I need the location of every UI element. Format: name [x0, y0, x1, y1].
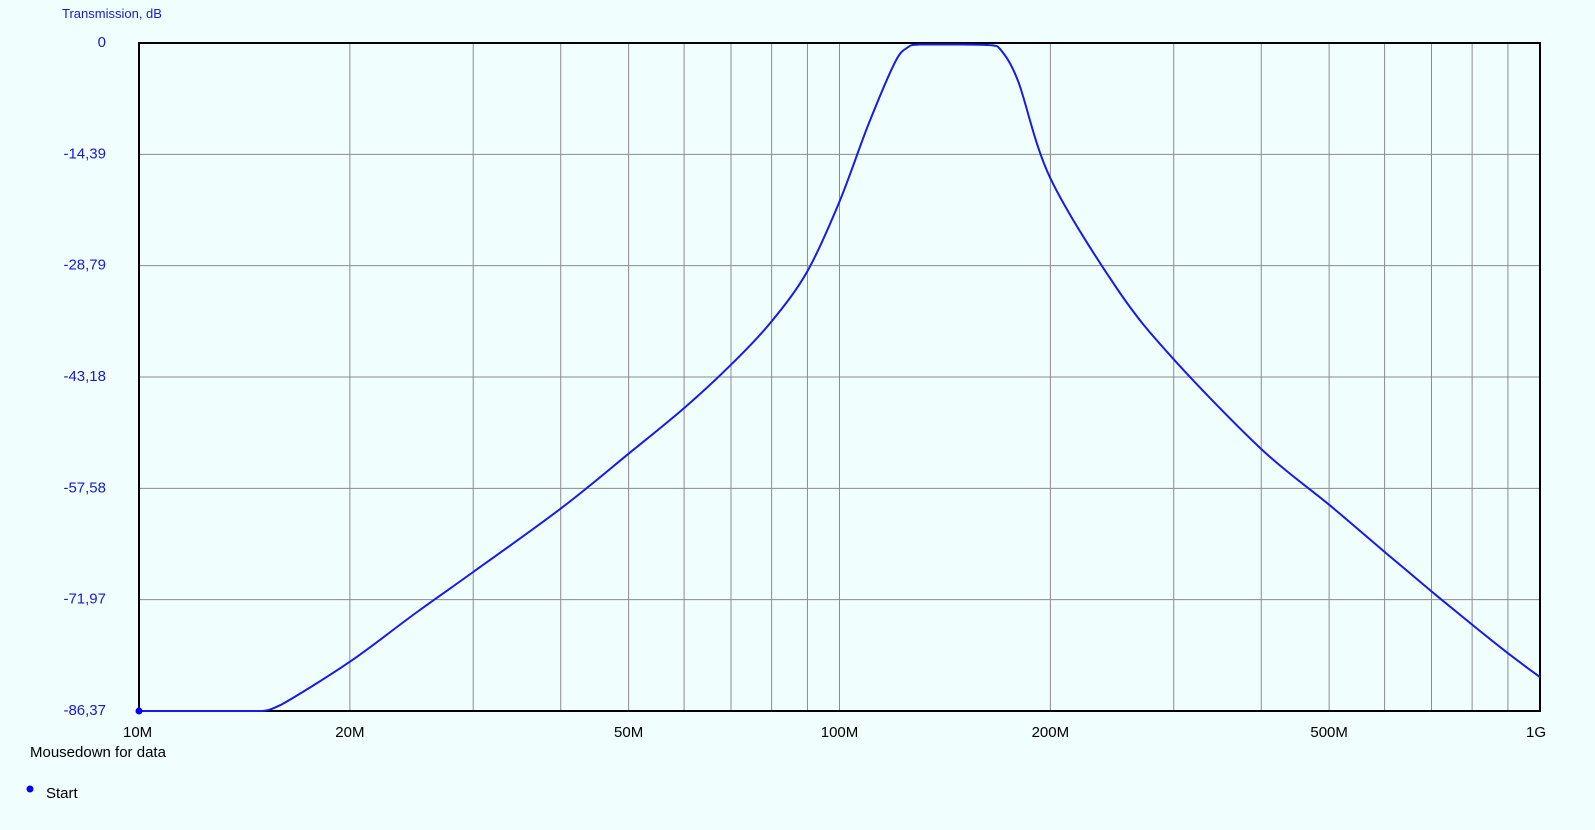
- y-tick-label: -57,58: [63, 479, 106, 496]
- mousedown-hint: Mousedown for data: [30, 744, 167, 761]
- y-tick-label: -86,37: [63, 702, 106, 719]
- x-tick-labels: 10M 20M 50M 100M 200M 500M 1G: [123, 724, 1546, 741]
- x-tick-label: 50M: [614, 724, 643, 741]
- x-tick-label: 1G: [1526, 724, 1546, 741]
- x-tick-label: 500M: [1310, 724, 1348, 741]
- start-legend-dot[interactable]: [26, 785, 34, 793]
- grid: [139, 43, 1540, 711]
- y-tick-label: -43,18: [63, 368, 106, 385]
- start-marker: [135, 707, 143, 715]
- y-tick-label: -14,39: [63, 145, 106, 162]
- y-axis-label: Transmission, dB: [62, 6, 162, 21]
- x-tick-label: 20M: [335, 724, 364, 741]
- plot-frame: [138, 42, 1541, 712]
- x-tick-label: 100M: [821, 724, 859, 741]
- y-tick-labels: 0 -14,39 -28,79 -43,18 -57,58 -71,97 -86,37: [63, 34, 106, 719]
- start-legend-label[interactable]: Start: [46, 785, 79, 802]
- x-tick-label: 10M: [123, 724, 152, 741]
- x-tick-label: 200M: [1032, 724, 1070, 741]
- series-line: [139, 43, 1541, 712]
- y-tick-label: -28,79: [63, 257, 106, 274]
- y-tick-label: 0: [98, 34, 106, 51]
- y-tick-label: -71,97: [63, 591, 106, 608]
